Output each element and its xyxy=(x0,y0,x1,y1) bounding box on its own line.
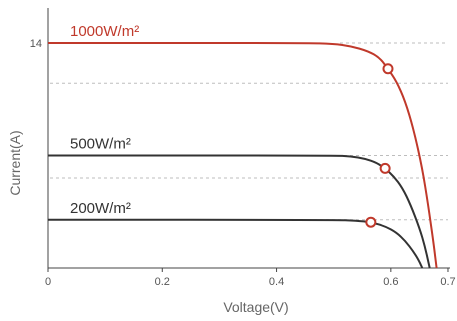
mpp-marker xyxy=(379,162,391,174)
y-axis-title: Current(A) xyxy=(7,130,23,195)
tick-layer: 0 0.2 0.4 0.6 0.7 14 xyxy=(30,38,456,288)
x-tick-label: 0.2 xyxy=(155,276,170,288)
x-tick-label: 0 xyxy=(45,276,51,288)
series-layer: 1000W/m² 500W/m² 200W/m² xyxy=(47,23,438,269)
x-tick-label: 0.7 xyxy=(440,276,455,288)
series-line xyxy=(48,218,424,269)
x-tick-label: 0.4 xyxy=(269,276,284,288)
mpp-marker xyxy=(365,216,377,228)
series-label: 200W/m² xyxy=(70,200,131,217)
y-tick-label: 14 xyxy=(30,38,42,50)
x-axis-title: Voltage(V) xyxy=(223,299,288,315)
series-label: 500W/m² xyxy=(70,136,131,153)
series-label: 1000W/m² xyxy=(70,23,139,40)
mpp-marker xyxy=(382,63,394,75)
series-line xyxy=(47,41,438,269)
x-tick-label: 0.6 xyxy=(383,276,398,288)
